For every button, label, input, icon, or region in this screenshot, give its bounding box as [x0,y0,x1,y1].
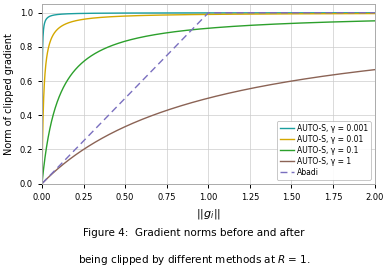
Abadi [372,11,377,14]
AUTO-S, γ = 0.1 [362,19,367,23]
AUTO-S, γ = 1 [40,182,44,185]
AUTO-S, γ = 0.001 [40,166,44,170]
Y-axis label: Norm of clipped gradient: Norm of clipped gradient [4,33,14,155]
AUTO-S, γ = 0.001 [372,11,377,14]
AUTO-S, γ = 0.001 [192,11,197,15]
AUTO-S, γ = 0.1 [192,28,197,31]
AUTO-S, γ = 0.001 [363,11,367,14]
AUTO-S, γ = 0.1 [301,21,306,25]
AUTO-S, γ = 0.01 [57,26,61,30]
AUTO-S, γ = 0.001 [57,13,61,16]
Abadi [192,25,197,28]
AUTO-S, γ = 0.001 [301,11,306,14]
Text: being clipped by different methods at $R$ = 1.: being clipped by different methods at $R… [78,253,310,267]
Abadi [363,11,367,14]
AUTO-S, γ = 0.01 [363,12,367,15]
Abadi [206,11,211,14]
AUTO-S, γ = 1 [362,69,367,72]
Abadi [57,164,61,168]
Abadi [363,11,367,14]
AUTO-S, γ = 0.01 [192,13,197,16]
AUTO-S, γ = 1 [201,98,206,101]
Line: AUTO-S, γ = 0.001: AUTO-S, γ = 0.001 [42,13,375,168]
AUTO-S, γ = 0.1 [57,96,61,99]
AUTO-S, γ = 1 [192,100,197,103]
Line: AUTO-S, γ = 1: AUTO-S, γ = 1 [42,70,375,184]
Abadi [40,182,44,185]
X-axis label: $||g_i||$: $||g_i||$ [196,207,221,221]
AUTO-S, γ = 1 [363,69,367,72]
AUTO-S, γ = 1 [57,166,61,169]
AUTO-S, γ = 0.1 [372,19,377,22]
AUTO-S, γ = 1 [372,68,377,71]
AUTO-S, γ = 0.001 [201,11,206,15]
AUTO-S, γ = 0.01 [201,13,206,16]
Line: AUTO-S, γ = 0.1: AUTO-S, γ = 0.1 [42,21,375,183]
AUTO-S, γ = 0.01 [40,180,44,184]
Abadi [201,16,206,19]
AUTO-S, γ = 1 [301,77,306,81]
AUTO-S, γ = 0.1 [201,27,206,30]
AUTO-S, γ = 0.001 [362,11,367,14]
Abadi [302,11,307,14]
AUTO-S, γ = 0.1 [40,182,44,185]
AUTO-S, γ = 0.01 [362,12,367,15]
AUTO-S, γ = 0.01 [372,12,377,15]
Line: AUTO-S, γ = 0.01: AUTO-S, γ = 0.01 [42,14,375,182]
AUTO-S, γ = 0.01 [301,12,306,15]
Line: Abadi: Abadi [42,13,375,184]
Text: Figure 4:  Gradient norms before and after: Figure 4: Gradient norms before and afte… [83,228,305,238]
Legend: AUTO-S, γ = 0.001, AUTO-S, γ = 0.01, AUTO-S, γ = 0.1, AUTO-S, γ = 1, Abadi: AUTO-S, γ = 0.001, AUTO-S, γ = 0.01, AUT… [277,121,371,180]
AUTO-S, γ = 0.1 [363,19,367,23]
